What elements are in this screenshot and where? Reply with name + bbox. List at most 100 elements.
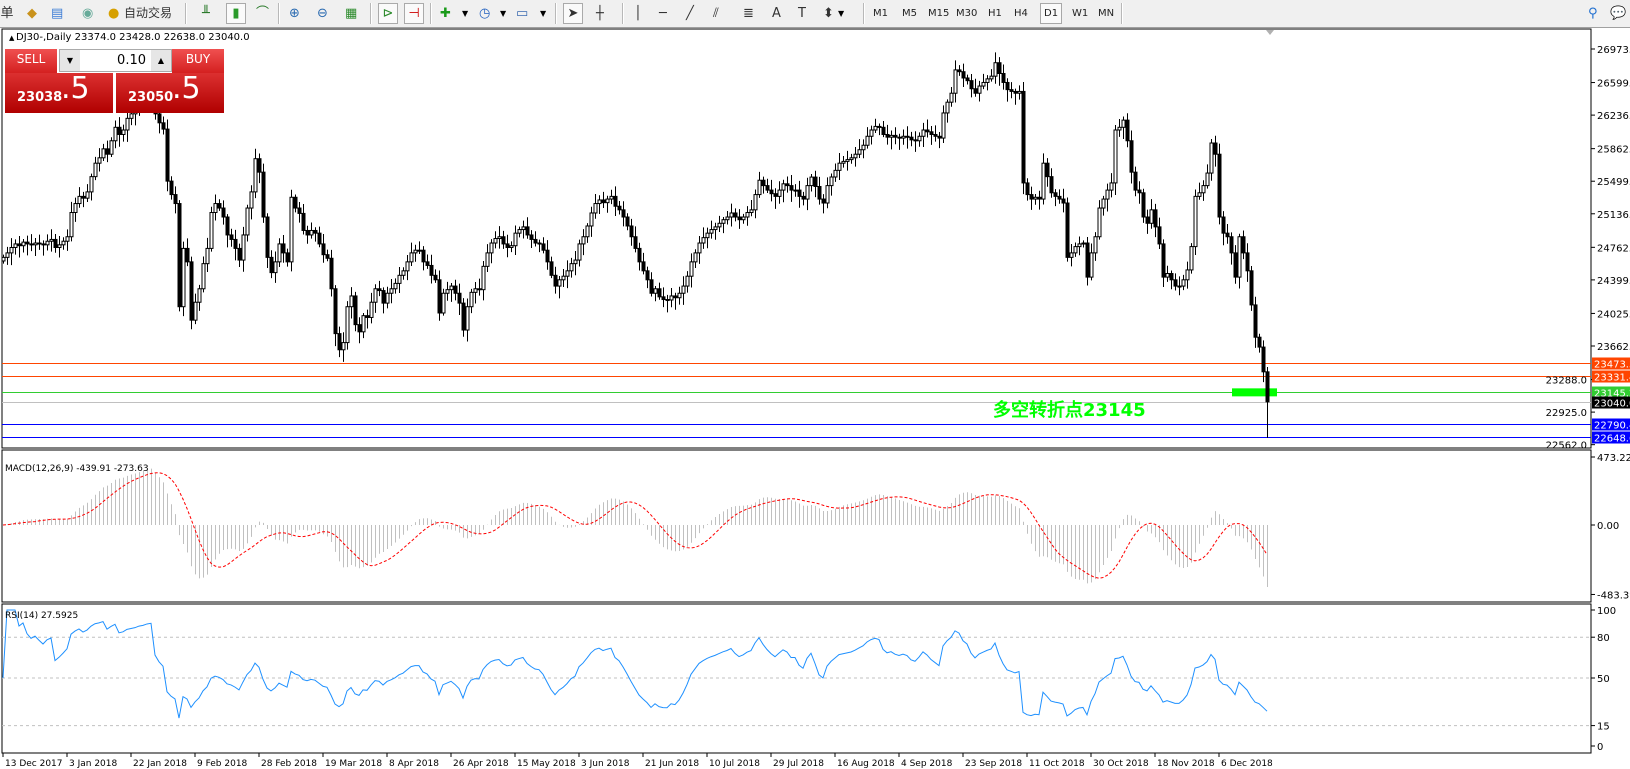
- candle[interactable]: [117, 117, 122, 147]
- candle[interactable]: [1189, 243, 1194, 274]
- candle[interactable]: [385, 286, 390, 309]
- candle[interactable]: [645, 266, 650, 289]
- candle[interactable]: [345, 301, 350, 350]
- indicators-icon[interactable]: ✚: [440, 6, 451, 21]
- candle[interactable]: [121, 124, 126, 142]
- candle[interactable]: [501, 230, 506, 249]
- candle[interactable]: [381, 287, 386, 314]
- candle[interactable]: [893, 127, 898, 145]
- search-icon[interactable]: ⚲: [1588, 6, 1598, 21]
- candle[interactable]: [1133, 166, 1138, 197]
- candle[interactable]: [297, 201, 302, 223]
- candle[interactable]: [221, 200, 226, 225]
- candle[interactable]: [165, 119, 170, 192]
- candle[interactable]: [1109, 173, 1114, 198]
- candle[interactable]: [1173, 273, 1178, 291]
- candle[interactable]: [89, 173, 94, 201]
- candle[interactable]: [1037, 190, 1042, 210]
- timeframe-m5[interactable]: M5: [902, 8, 917, 19]
- candle[interactable]: [865, 127, 870, 149]
- candle[interactable]: [521, 220, 526, 239]
- candlestick-icon[interactable]: ▮: [226, 3, 246, 24]
- candle[interactable]: [1065, 197, 1070, 262]
- candle[interactable]: [1241, 230, 1246, 260]
- candle[interactable]: [625, 213, 630, 231]
- candle[interactable]: [693, 249, 698, 269]
- vertical-line-icon[interactable]: │: [634, 6, 642, 21]
- candle[interactable]: [1221, 211, 1226, 246]
- candle[interactable]: [633, 226, 638, 253]
- candle[interactable]: [9, 238, 14, 266]
- lot-size-stepper[interactable]: ▼ 0.10 ▲: [59, 49, 172, 72]
- candle[interactable]: [5, 246, 10, 265]
- candle[interactable]: [97, 148, 102, 172]
- candle[interactable]: [253, 148, 258, 199]
- candle[interactable]: [261, 163, 266, 223]
- candle[interactable]: [569, 257, 574, 278]
- candle[interactable]: [245, 204, 250, 242]
- candle[interactable]: [733, 208, 738, 222]
- candle[interactable]: [545, 240, 550, 270]
- candle[interactable]: [901, 129, 906, 145]
- auto-trade-button[interactable]: 自动交易: [124, 6, 173, 20]
- candle[interactable]: [577, 239, 582, 267]
- candle[interactable]: [549, 256, 554, 279]
- chat-icon[interactable]: 💬: [1610, 6, 1627, 21]
- candle[interactable]: [265, 213, 270, 268]
- pivot-marker[interactable]: [1232, 388, 1277, 397]
- candle[interactable]: [217, 199, 222, 211]
- candle[interactable]: [277, 238, 282, 267]
- candle[interactable]: [225, 214, 230, 248]
- candle[interactable]: [85, 184, 90, 203]
- candle[interactable]: [1009, 82, 1014, 99]
- candle[interactable]: [505, 234, 510, 258]
- candle[interactable]: [369, 292, 374, 324]
- candle[interactable]: [305, 225, 310, 244]
- candle[interactable]: [441, 288, 446, 316]
- zoom-in-icon[interactable]: ⊕: [289, 6, 300, 21]
- candle[interactable]: [209, 206, 214, 252]
- candle[interactable]: [33, 237, 38, 256]
- candle[interactable]: [77, 187, 82, 208]
- sell-price-button[interactable]: 23038 .5: [5, 71, 113, 113]
- candle[interactable]: [821, 194, 826, 214]
- candle[interactable]: [629, 218, 634, 246]
- market-watch-icon[interactable]: ▤: [51, 6, 64, 21]
- candle[interactable]: [1029, 186, 1034, 210]
- menu-fragment[interactable]: 单: [0, 6, 14, 21]
- candle[interactable]: [921, 122, 926, 148]
- candle[interactable]: [201, 256, 206, 293]
- candle[interactable]: [1185, 261, 1190, 289]
- candle[interactable]: [1057, 189, 1062, 204]
- candle[interactable]: [397, 266, 402, 293]
- candle[interactable]: [765, 178, 770, 194]
- candle[interactable]: [613, 186, 618, 217]
- candle[interactable]: [641, 252, 646, 275]
- candle[interactable]: [1145, 209, 1150, 234]
- candle[interactable]: [177, 200, 182, 312]
- candle[interactable]: [533, 231, 538, 247]
- candle[interactable]: [493, 231, 498, 249]
- candle[interactable]: [789, 174, 794, 202]
- candle[interactable]: [989, 69, 994, 82]
- candle[interactable]: [1129, 130, 1134, 184]
- candle[interactable]: [41, 240, 46, 256]
- candle[interactable]: [997, 57, 1002, 86]
- candle[interactable]: [321, 234, 326, 263]
- candle[interactable]: [945, 99, 950, 123]
- candle[interactable]: [1097, 200, 1102, 240]
- candle[interactable]: [753, 189, 758, 219]
- book-icon[interactable]: ◆: [27, 6, 37, 21]
- candle[interactable]: [281, 234, 286, 263]
- candle[interactable]: [913, 131, 918, 152]
- candle[interactable]: [541, 237, 546, 254]
- candle[interactable]: [517, 226, 522, 238]
- candle[interactable]: [333, 285, 338, 347]
- candle[interactable]: [289, 189, 294, 272]
- candle[interactable]: [185, 238, 190, 267]
- candle[interactable]: [689, 253, 694, 288]
- candle[interactable]: [405, 254, 410, 281]
- candle[interactable]: [605, 195, 610, 213]
- candle[interactable]: [437, 270, 442, 321]
- candle[interactable]: [1197, 182, 1202, 200]
